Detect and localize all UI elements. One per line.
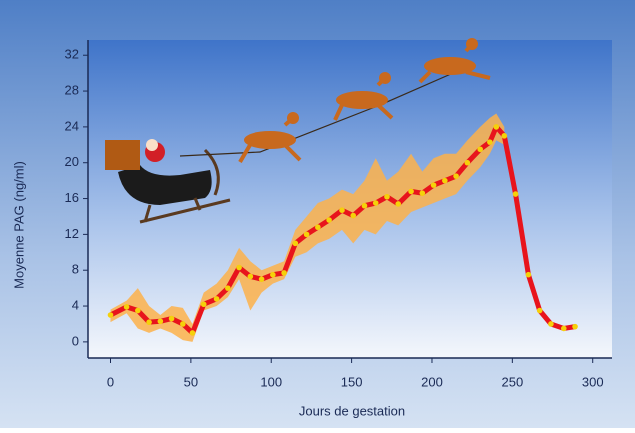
data-point (168, 315, 175, 322)
x-tick-label: 250 (501, 374, 523, 389)
data-point (258, 276, 265, 282)
y-tick-label: 12 (65, 226, 79, 241)
data-point (477, 146, 483, 153)
y-tick-label: 20 (65, 154, 79, 169)
data-point (225, 285, 231, 291)
data-point (339, 207, 345, 213)
y-tick-label: 16 (65, 190, 79, 205)
data-point (281, 270, 287, 276)
data-point (372, 200, 379, 206)
data-point (442, 177, 448, 184)
data-point (189, 330, 196, 336)
confidence-band (110, 113, 505, 342)
data-point (560, 325, 567, 332)
data-point (419, 190, 426, 196)
data-point (157, 318, 164, 325)
x-axis-label: Jours de gestation (299, 403, 405, 418)
x-tick-label: 0 (107, 374, 114, 389)
data-point (247, 273, 254, 280)
data-point (315, 224, 321, 231)
data-point (135, 307, 141, 314)
reindeer-illustration (238, 38, 491, 164)
data-point (395, 201, 402, 207)
data-point (123, 304, 130, 310)
y-tick-label: 8 (72, 262, 79, 277)
data-point (536, 307, 543, 314)
data-point (146, 319, 152, 325)
x-tick-label: 150 (341, 374, 363, 389)
data-point (501, 133, 508, 139)
data-point (548, 321, 554, 327)
data-point (408, 188, 414, 195)
y-tick-label: 32 (65, 47, 79, 62)
data-point (350, 212, 357, 219)
data-point (361, 202, 368, 209)
data-point (493, 124, 500, 130)
data-point (303, 231, 310, 238)
x-tick-label: 300 (582, 374, 604, 389)
y-tick-label: 28 (65, 82, 79, 97)
data-point (384, 193, 390, 200)
data-point (326, 217, 332, 223)
data-point (107, 312, 114, 318)
data-point (487, 139, 493, 145)
x-tick-label: 100 (260, 374, 282, 389)
data-point (270, 271, 276, 278)
data-point (200, 301, 207, 308)
data-point (525, 271, 532, 278)
y-axis-label: Moyenne PAG (ng/ml) (11, 161, 26, 289)
data-point (430, 182, 437, 188)
x-tick-label: 50 (184, 374, 198, 389)
data-point (180, 321, 186, 327)
data-point (213, 296, 220, 302)
data-point (453, 173, 459, 179)
y-tick-label: 4 (72, 297, 79, 312)
sleigh-illustration (105, 69, 461, 224)
x-tick-label: 200 (421, 374, 443, 389)
data-point (236, 264, 242, 271)
data-point (464, 159, 471, 166)
y-tick-label: 0 (72, 333, 79, 348)
y-tick-label: 24 (65, 118, 79, 133)
data-point (292, 240, 299, 247)
data-point (572, 323, 578, 330)
data-point (512, 191, 519, 197)
